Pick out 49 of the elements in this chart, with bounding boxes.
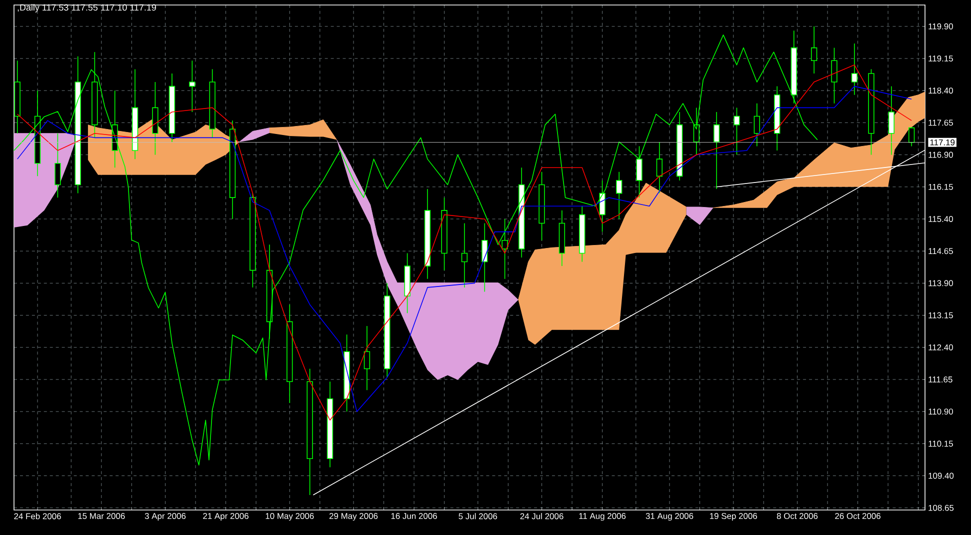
y-tick-label: 112.40: [928, 344, 953, 350]
y-tick-label: 115.40: [928, 216, 953, 222]
x-tick-label: 15 Mar 2006: [78, 513, 125, 520]
x-tick-label: 5 Jul 2006: [458, 513, 498, 520]
candlestick: [461, 222, 468, 288]
y-tick-label: 119.15: [928, 56, 953, 62]
y-tick-label: 113.90: [928, 280, 953, 286]
candlestick: [888, 86, 894, 156]
y-tick-label: 111.65: [928, 376, 952, 382]
y-tick-label: 109.40: [928, 472, 954, 479]
chart-title: ,Daily 117.53 117.55 117.10 117.19: [18, 4, 156, 12]
x-tick-label: 21 Apr 2006: [203, 513, 248, 521]
y-tick-label: 119.90: [928, 23, 953, 30]
candlestick: [54, 132, 61, 198]
candlestick: [616, 172, 622, 220]
candlestick: [851, 43, 858, 96]
candlestick: [189, 60, 196, 112]
candlestick: [908, 126, 915, 147]
x-tick-label: 16 Jun 2006: [391, 513, 437, 520]
candlestick: [656, 142, 663, 194]
y-tick-label: 113.15: [928, 312, 953, 318]
y-tick-label: 116.90: [928, 152, 953, 158]
x-tick-label: 19 Sep 2006: [710, 513, 758, 521]
y-tick-label: 110.15: [928, 440, 953, 447]
y-tick-label: 114.65: [928, 248, 953, 254]
x-tick-label: 24 Jul 2006: [520, 513, 564, 520]
candlestick: [636, 146, 642, 198]
ref-line-label: 117.19: [930, 139, 955, 146]
y-tick-label: 117.65: [928, 120, 953, 126]
candlestick: [364, 326, 370, 391]
x-tick-label: 10 May 2006: [266, 513, 314, 521]
y-tick-label: 110.90: [928, 408, 953, 415]
x-tick-label: 11 Aug 2006: [579, 513, 626, 521]
candlestick: [502, 218, 508, 280]
candlestick: [754, 103, 760, 147]
candlestick: [810, 26, 818, 74]
x-tick-label: 31 Aug 2006: [646, 513, 694, 521]
y-tick-label: 116.15: [928, 184, 953, 190]
y-tick-label: 118.40: [928, 88, 953, 94]
line-series: [14, 34, 818, 466]
x-tick-label: 24 Feb 2006: [14, 513, 61, 520]
x-tick-label: 3 Apr 2006: [144, 513, 186, 521]
x-tick-label: 8 Oct 2006: [776, 513, 818, 520]
candlestick: [831, 47, 838, 104]
y-tick-label: 108.65: [928, 504, 954, 511]
x-tick-label: 26 Oct 2006: [835, 513, 880, 520]
candlestick: [599, 180, 606, 232]
candlestick: [734, 107, 740, 156]
x-tick-label: 29 May 2006: [329, 513, 378, 521]
